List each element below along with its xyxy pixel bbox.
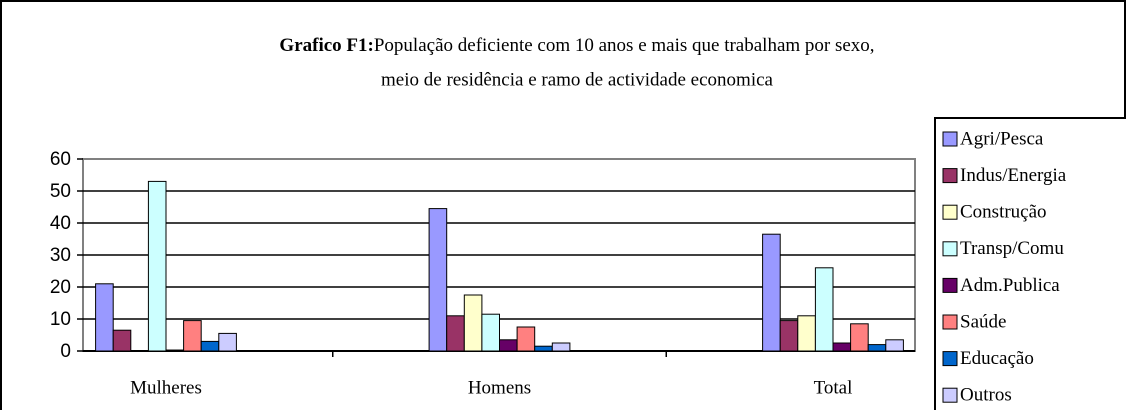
legend-swatch	[942, 277, 958, 293]
legend-label: Adm.Publica	[960, 275, 1060, 296]
x-tick-label: Homens	[468, 377, 531, 398]
bar	[516, 326, 536, 352]
bar	[797, 315, 816, 352]
legend-swatch	[942, 131, 958, 147]
bar	[428, 208, 448, 352]
bar	[446, 315, 465, 352]
bar	[112, 329, 132, 352]
title-line: meio de residência e ramo de actividade …	[381, 69, 774, 90]
title-label: Grafico F1:	[279, 35, 373, 56]
y-tick-label: 30	[50, 245, 71, 266]
bar	[867, 344, 887, 352]
bar	[534, 345, 553, 352]
bar	[218, 332, 237, 352]
bar	[200, 340, 220, 352]
bar	[814, 267, 834, 352]
y-tick-label: 40	[50, 213, 71, 234]
legend-label: Indus/Energia	[960, 165, 1067, 186]
bar	[481, 313, 500, 352]
bar	[183, 320, 202, 352]
bar	[165, 349, 185, 352]
bar	[551, 342, 571, 352]
legend-swatch	[942, 351, 958, 367]
bar	[779, 320, 799, 352]
legend-swatch	[942, 314, 958, 330]
legend	[934, 117, 1126, 410]
bar	[832, 342, 852, 352]
legend-label: Saúde	[960, 311, 1006, 332]
title-line: População deficiente com 10 anos e mais …	[374, 35, 875, 56]
bar	[885, 339, 904, 352]
legend-label: Outros	[960, 385, 1012, 406]
y-tick-label: 20	[50, 277, 71, 298]
x-tick-label: Mulheres	[130, 377, 202, 398]
x-tick-label: Total	[814, 377, 853, 398]
legend-label: Agri/Pesca	[960, 128, 1044, 149]
legend-label: Educação	[960, 348, 1034, 369]
bar	[95, 283, 114, 352]
bar	[762, 233, 781, 352]
legend-swatch	[942, 204, 958, 220]
legend-swatch	[942, 241, 958, 257]
legend-label: Construção	[960, 202, 1047, 223]
legend-label: Transp/Comu	[960, 238, 1064, 259]
legend-swatch	[942, 168, 958, 184]
bar	[850, 323, 869, 352]
bar	[499, 339, 518, 352]
y-tick-label: 50	[50, 181, 71, 202]
bar	[463, 294, 483, 352]
bar	[147, 180, 167, 352]
y-tick-label: 60	[50, 149, 71, 170]
y-tick-label: 0	[60, 341, 71, 362]
y-tick-label: 10	[50, 309, 71, 330]
chart-title: Grafico F1:População deficiente com 10 a…	[279, 35, 874, 56]
legend-swatch	[942, 387, 958, 403]
